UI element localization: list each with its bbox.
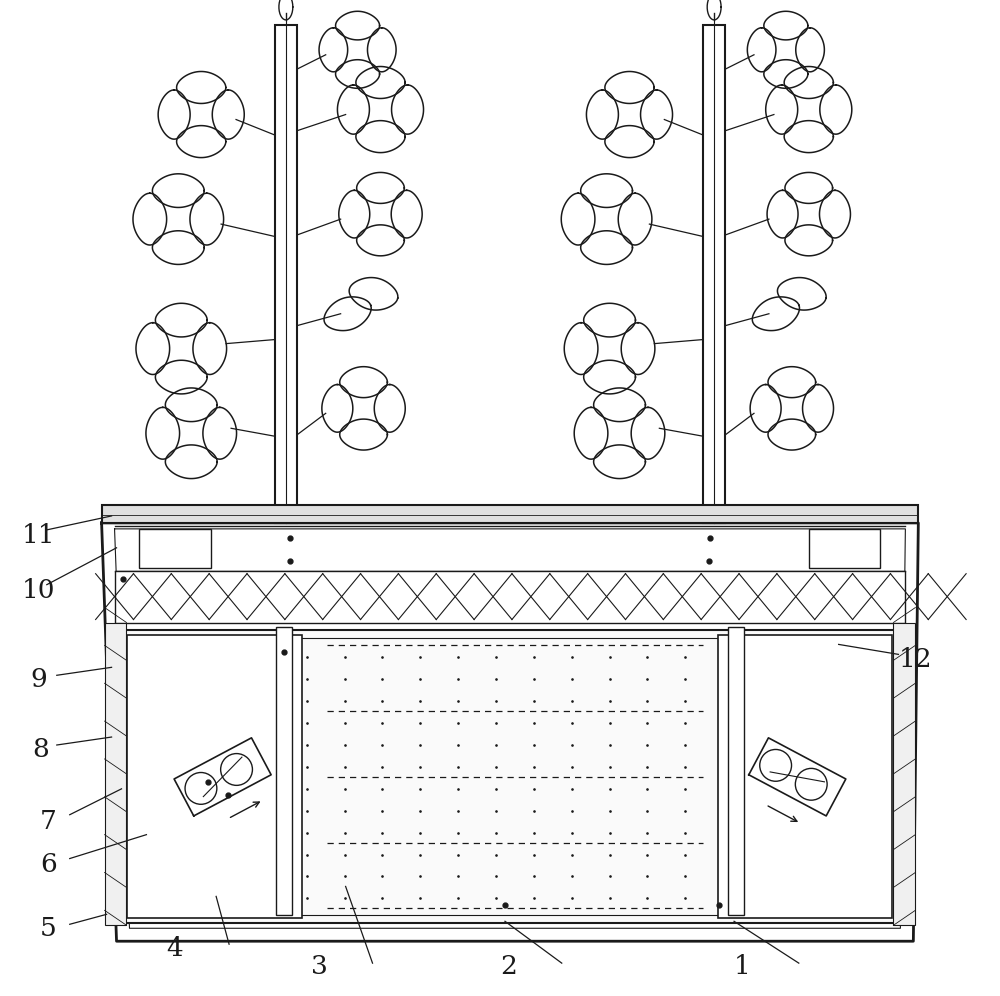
Bar bbox=[728, 627, 744, 915]
Text: 6: 6 bbox=[40, 852, 57, 876]
Bar bbox=[115, 571, 905, 622]
Text: 5: 5 bbox=[40, 916, 57, 941]
Bar bbox=[139, 529, 211, 568]
Text: 4: 4 bbox=[166, 936, 183, 961]
Bar bbox=[275, 25, 297, 523]
Bar bbox=[127, 635, 302, 918]
Bar bbox=[123, 630, 897, 923]
Text: 11: 11 bbox=[22, 523, 55, 548]
Text: 1: 1 bbox=[734, 954, 751, 979]
Bar bbox=[718, 635, 892, 918]
Bar bbox=[893, 622, 915, 925]
Bar bbox=[276, 627, 292, 915]
Text: 9: 9 bbox=[30, 667, 47, 692]
Bar bbox=[703, 25, 725, 523]
Text: 3: 3 bbox=[311, 954, 328, 979]
Text: 12: 12 bbox=[898, 647, 932, 672]
Text: 10: 10 bbox=[22, 578, 55, 603]
Text: 7: 7 bbox=[40, 809, 57, 834]
Bar bbox=[809, 529, 880, 568]
Bar bbox=[105, 622, 126, 925]
Text: 2: 2 bbox=[500, 954, 517, 979]
Text: 8: 8 bbox=[32, 737, 49, 762]
Bar bbox=[102, 505, 918, 523]
Bar bbox=[130, 638, 889, 915]
